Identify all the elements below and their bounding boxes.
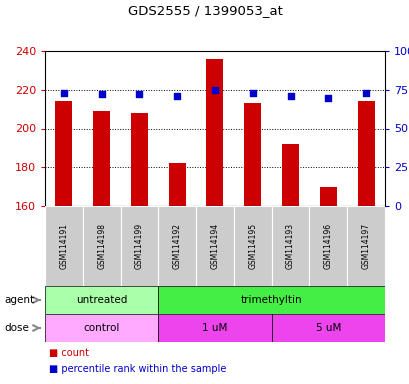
Text: control: control [83, 323, 119, 333]
Text: GSM114193: GSM114193 [285, 223, 294, 269]
Point [249, 90, 256, 96]
Bar [45, 314, 158, 342]
Point [362, 90, 369, 96]
Bar [271, 314, 384, 342]
Bar [233, 206, 271, 286]
Bar [357, 101, 374, 206]
Text: 1 uM: 1 uM [202, 323, 227, 333]
Bar [83, 206, 120, 286]
Point [287, 93, 293, 99]
Point [136, 91, 142, 98]
Text: GSM114197: GSM114197 [361, 223, 370, 269]
Text: GSM114196: GSM114196 [323, 223, 332, 269]
Bar [271, 206, 309, 286]
Point [61, 90, 67, 96]
Bar [169, 163, 185, 206]
Text: 5 uM: 5 uM [315, 323, 340, 333]
Bar [158, 286, 384, 314]
Bar [45, 286, 158, 314]
Point [173, 93, 180, 99]
Text: GSM114195: GSM114195 [248, 223, 257, 269]
Bar [45, 206, 83, 286]
Text: untreated: untreated [76, 295, 127, 305]
Bar [93, 111, 110, 206]
Text: GSM114199: GSM114199 [135, 223, 144, 269]
Bar [158, 314, 271, 342]
Text: trimethyltin: trimethyltin [240, 295, 302, 305]
Point [211, 87, 218, 93]
Bar [130, 113, 148, 206]
Bar [206, 59, 223, 206]
Text: ■ count: ■ count [49, 348, 89, 358]
Bar [309, 206, 346, 286]
Text: GDS2555 / 1399053_at: GDS2555 / 1399053_at [127, 4, 282, 17]
Bar [158, 206, 196, 286]
Text: dose: dose [4, 323, 29, 333]
Bar [346, 206, 384, 286]
Bar [244, 103, 261, 206]
Text: GSM114192: GSM114192 [172, 223, 181, 269]
Text: ■ percentile rank within the sample: ■ percentile rank within the sample [49, 364, 226, 374]
Bar [196, 206, 233, 286]
Text: GSM114194: GSM114194 [210, 223, 219, 269]
Text: GSM114198: GSM114198 [97, 223, 106, 269]
Text: GSM114191: GSM114191 [59, 223, 68, 269]
Bar [120, 206, 158, 286]
Bar [281, 144, 298, 206]
Bar [55, 101, 72, 206]
Point [324, 94, 331, 101]
Bar [319, 187, 336, 206]
Text: agent: agent [4, 295, 34, 305]
Point [98, 91, 105, 98]
